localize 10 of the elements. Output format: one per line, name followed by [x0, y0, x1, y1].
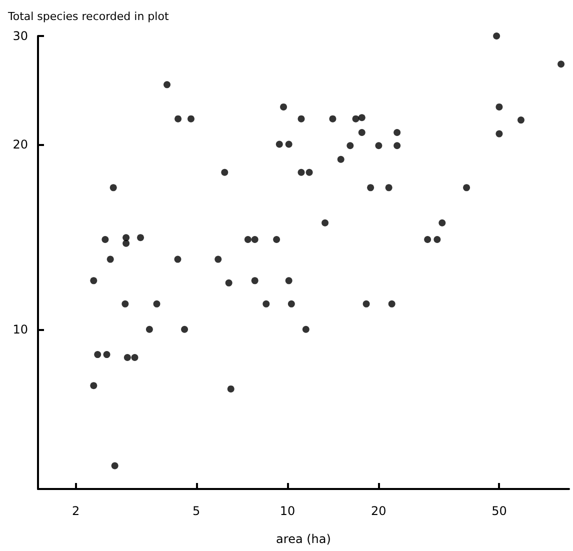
- x-tick-label: 5: [192, 504, 200, 518]
- y-tick-label: 20: [12, 137, 28, 152]
- x-tick-label: 10: [280, 504, 296, 518]
- y-tick-label: 10: [12, 322, 28, 336]
- x-tick-label: 50: [492, 504, 507, 518]
- x-tick-label: 2: [72, 504, 80, 518]
- y-axis-title: Total species recorded in plot: [7, 10, 170, 23]
- x-axis-title: area (ha): [276, 532, 331, 546]
- x-tick-label: 20: [371, 504, 386, 518]
- y-tick-label: 30: [12, 29, 28, 43]
